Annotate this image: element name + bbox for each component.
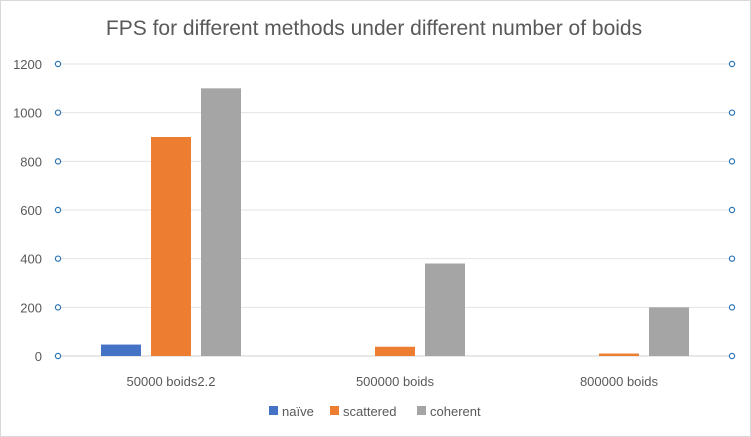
selection-handles[interactable]	[54, 60, 736, 360]
resize-handle[interactable]	[728, 352, 736, 360]
resize-handle[interactable]	[728, 304, 736, 311]
legend-label: coherent	[430, 404, 481, 419]
y-tick-label: 400	[20, 252, 42, 267]
bar-scattered	[375, 346, 415, 356]
resize-handle[interactable]	[54, 255, 62, 262]
resize-handle[interactable]	[54, 158, 62, 165]
y-tick-label: 600	[20, 203, 42, 218]
chart-title: FPS for different methods under differen…	[106, 17, 642, 40]
x-axis-ticks: 50000 boids2.2 500000 boids 800000 boids	[127, 374, 659, 389]
legend-swatch	[269, 406, 278, 415]
bar-coherent	[649, 307, 689, 356]
resize-handle[interactable]	[54, 304, 62, 311]
legend-label: scattered	[343, 404, 396, 419]
resize-handle[interactable]	[54, 206, 62, 214]
resize-handle[interactable]	[728, 158, 736, 165]
resize-handle[interactable]	[54, 60, 62, 68]
bar-coherent	[201, 88, 241, 356]
resize-handle[interactable]	[728, 60, 736, 68]
resize-handle[interactable]	[54, 109, 62, 116]
resize-handle[interactable]	[728, 255, 736, 262]
legend-swatch	[330, 406, 339, 415]
bar-scattered	[599, 353, 639, 356]
resize-handle[interactable]	[728, 206, 736, 214]
x-tick-label: 800000 boids	[580, 374, 659, 389]
resize-handle[interactable]	[54, 352, 62, 360]
legend-swatch	[417, 406, 426, 415]
bar-scattered	[151, 137, 191, 356]
legend-label: naïve	[282, 404, 314, 419]
x-tick-label: 500000 boids	[356, 374, 435, 389]
legend: naïve scattered coherent	[269, 404, 481, 419]
resize-handle[interactable]	[728, 109, 736, 116]
y-tick-label: 800	[20, 154, 42, 169]
x-tick-label: 50000 boids2.2	[127, 374, 216, 389]
y-tick-label: 1200	[13, 57, 42, 72]
bar-nave	[101, 344, 141, 356]
y-tick-label: 0	[35, 349, 42, 364]
bar-coherent	[425, 263, 465, 356]
y-tick-label: 200	[20, 300, 42, 315]
y-tick-label: 1000	[13, 106, 42, 121]
bars	[101, 88, 689, 356]
y-axis-ticks: 0 200 400 600 800 1000 1200	[13, 57, 42, 364]
